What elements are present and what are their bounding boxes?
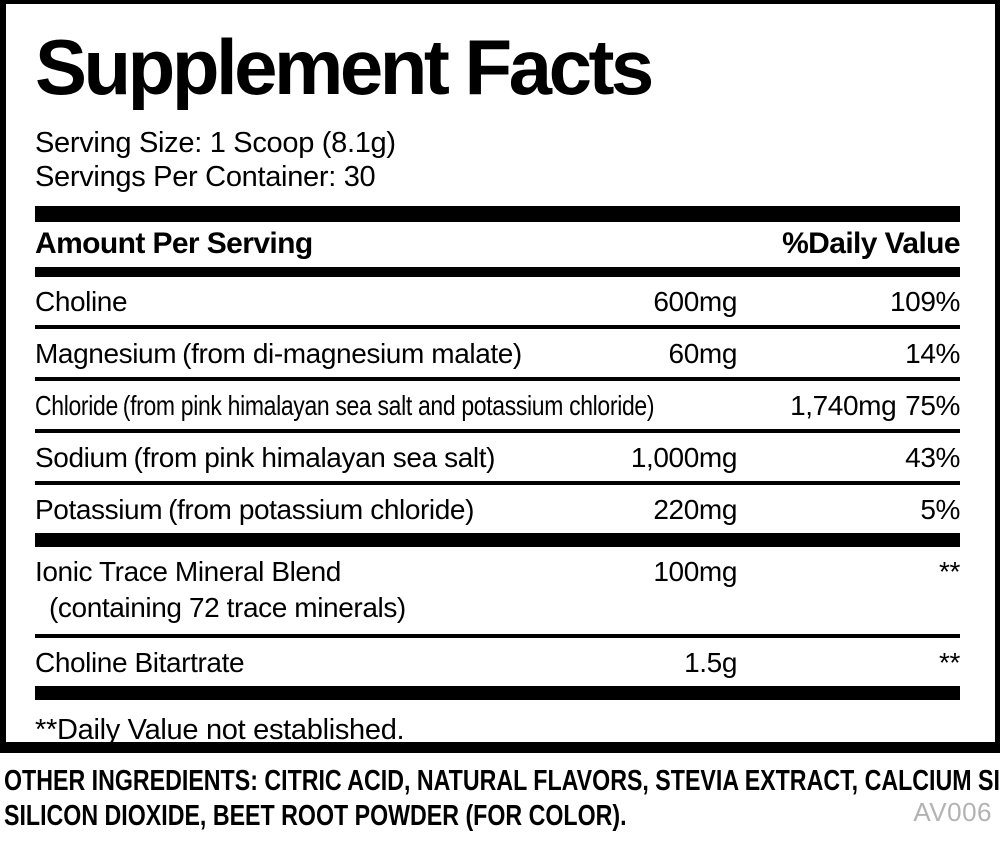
nutrient-name: Potassium (from potassium chloride) xyxy=(35,494,475,525)
daily-value-header: %Daily Value xyxy=(782,227,961,260)
nutrient-name: Choline xyxy=(35,286,128,317)
nutrient-amount: 600mg xyxy=(653,286,737,317)
nutrient-amount: 1,000mg xyxy=(630,442,738,473)
nutrient-daily-value: 43% xyxy=(905,442,960,473)
label-code: AV006 xyxy=(913,797,992,827)
nutrient-row-chloride: Chloride (from pink himalayan sea salt an… xyxy=(35,381,960,433)
divider-header xyxy=(35,267,960,277)
nutrient-name: Sodium (from pink himalayan sea salt) xyxy=(35,442,496,473)
other-ingredients-line-2: SILICON DIOXIDE, BEET ROOT POWDER (FOR C… xyxy=(4,800,627,832)
nutrient-name: Choline Bitartrate xyxy=(35,647,245,678)
nutrient-row-choline: Choline 600mg 109% xyxy=(35,277,960,329)
divider-thick-mid-1 xyxy=(35,533,960,547)
nutrient-row-choline-bitartrate: Choline Bitartrate 1.5g ** xyxy=(35,638,960,686)
nutrient-amount: 220mg xyxy=(653,494,737,525)
nutrient-daily-value: 14% xyxy=(905,338,960,369)
divider-thick-mid-2 xyxy=(35,686,960,700)
nutrient-amount: 60mg xyxy=(668,338,738,369)
blend-sub-line: (containing 72 trace minerals) xyxy=(49,592,406,623)
nutrient-row-magnesium: Magnesium (from di-magnesium malate) 60mg… xyxy=(35,329,960,381)
nutrient-daily-value: 75% xyxy=(905,390,960,421)
nutrient-amount: 1,740mg xyxy=(790,390,897,421)
nutrient-name: Ionic Trace Mineral Blend xyxy=(35,556,341,587)
table-header-row: Amount Per Serving %Daily Value xyxy=(35,222,961,267)
nutrient-daily-value: ** xyxy=(939,647,960,678)
nutrient-row-trace-mineral-blend: Ionic Trace Mineral Blend 100mg ** (cont… xyxy=(35,547,960,638)
nutrient-daily-value: ** xyxy=(939,556,960,587)
nutrient-row-potassium: Potassium (from potassium chloride) 220mg… xyxy=(35,485,960,533)
other-ingredients: OTHER INGREDIENTS: CITRIC ACID, NATURAL … xyxy=(0,764,1000,834)
supplement-facts-panel: Supplement Facts Serving Size: 1 Scoop (… xyxy=(0,0,1000,753)
nutrient-daily-value: 109% xyxy=(889,286,960,317)
nutrient-daily-value: 5% xyxy=(920,494,960,525)
other-ingredients-line-1: OTHER INGREDIENTS: CITRIC ACID, NATURAL … xyxy=(4,765,1000,797)
servings-per-container-line: Servings Per Container: 30 xyxy=(35,161,376,193)
nutrient-amount: 100mg xyxy=(653,556,737,587)
amount-per-serving-header: Amount Per Serving xyxy=(35,227,313,260)
nutrient-row-sodium: Sodium (from pink himalayan sea salt) 1,0… xyxy=(35,433,960,485)
serving-size-line: Serving Size: 1 Scoop (8.1g) xyxy=(35,127,396,159)
nutrient-amount: 1.5g xyxy=(684,647,737,678)
nutrient-name: Magnesium (from di-magnesium malate) xyxy=(35,338,522,369)
nutrient-name: Chloride (from pink himalayan sea salt an… xyxy=(35,390,655,421)
panel-title: Supplement Facts xyxy=(35,23,654,111)
divider-thick-top xyxy=(35,206,960,222)
blend-main-line: Ionic Trace Mineral Blend 100mg ** xyxy=(35,547,960,586)
daily-value-footnote: **Daily Value not established. xyxy=(35,714,405,746)
